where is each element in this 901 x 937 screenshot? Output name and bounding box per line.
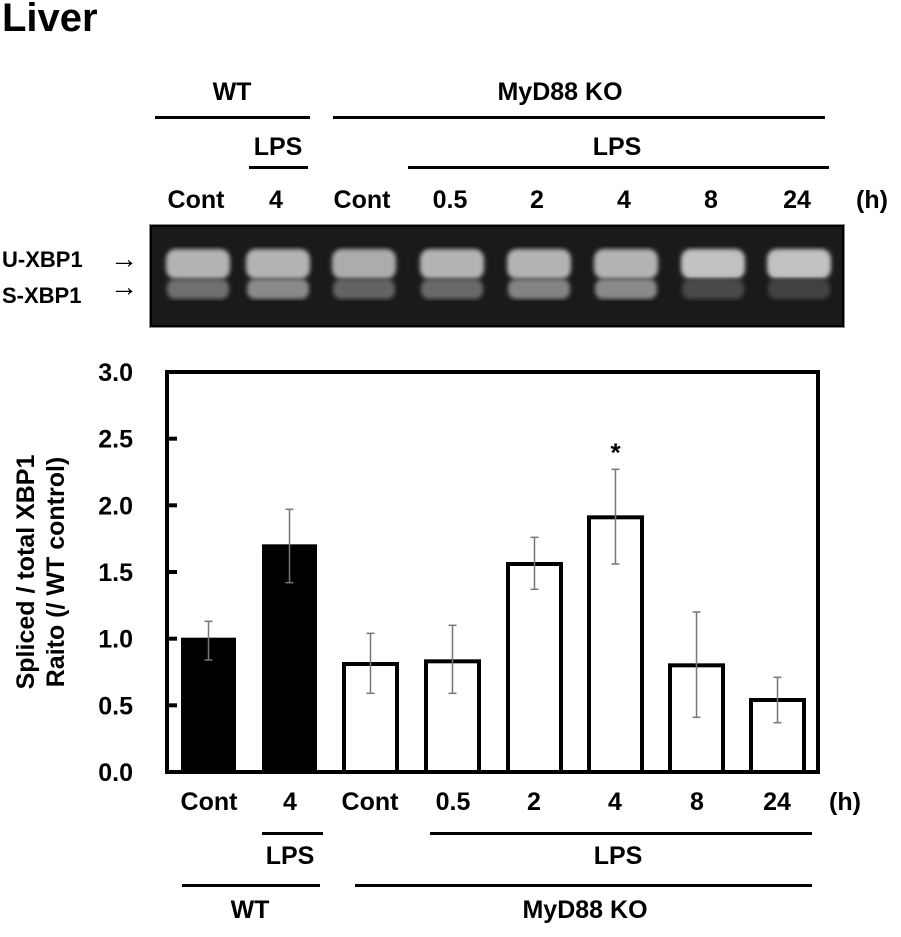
bottom-group-wt-label: WT — [230, 896, 270, 924]
gel-lane — [246, 249, 310, 299]
s-xbp1-arrow-icon: → — [110, 271, 138, 302]
bottom-lane-label: 0.5 — [435, 788, 471, 816]
s-xbp1-band — [421, 279, 483, 299]
top-lps-ko-label: LPS — [592, 133, 642, 161]
top-group-ko-line — [333, 116, 825, 119]
u-xbp1-band — [420, 249, 484, 279]
bottom-lane-label: 2 — [527, 788, 541, 816]
bar-chart: Spliced / total XBP1 Raito (/ WT control)… — [12, 359, 820, 787]
bottom-lane-label: 8 — [690, 788, 704, 816]
gel-lane — [332, 249, 396, 299]
gel-bands — [166, 249, 831, 299]
bar — [506, 562, 563, 774]
figure-title: Liver — [2, 0, 98, 40]
bottom-lane-label: Cont — [180, 788, 238, 816]
top-group-wt-line — [155, 116, 310, 119]
significance-asterisk: * — [610, 437, 621, 467]
top-lane-label: 4 — [269, 186, 283, 214]
y-tick-label: 3.0 — [98, 359, 133, 387]
bottom-lps-wt-label: LPS — [265, 842, 315, 870]
s-xbp1-band — [333, 279, 395, 299]
y-tick-label: 1.5 — [98, 559, 133, 587]
bottom-lane-label: Cont — [341, 788, 399, 816]
u-xbp1-band — [767, 249, 831, 279]
bar — [181, 637, 236, 774]
s-xbp1-band — [682, 279, 744, 299]
s-xbp1-band — [247, 279, 309, 299]
s-xbp1-band — [167, 279, 229, 299]
gel-lane — [594, 249, 658, 299]
bottom-lane-label: 4 — [608, 788, 622, 816]
bottom-group-ko-label: MyD88 KO — [522, 896, 648, 924]
y-tick-label: 0.0 — [98, 759, 133, 787]
bottom-unit-label: (h) — [829, 788, 861, 816]
top-lps-wt-line — [249, 166, 308, 169]
u-xbp1-band — [246, 249, 310, 279]
bars: * — [181, 437, 806, 774]
y-axis-label-line: Spliced / total XBP1 — [12, 455, 40, 690]
top-group-ko-label: MyD88 KO — [497, 78, 623, 106]
bottom-group-ko-line — [355, 884, 812, 887]
u-xbp1-band — [594, 249, 658, 279]
u-xbp1-label: U-XBP1 — [2, 247, 83, 272]
top-lane-label: 0.5 — [432, 186, 468, 214]
bottom-lane-label: 4 — [283, 788, 297, 816]
top-lane-label: 2 — [530, 186, 544, 214]
gel-lane — [681, 249, 745, 299]
s-xbp1-label: S-XBP1 — [2, 283, 82, 308]
y-tick-label: 2.0 — [98, 492, 133, 520]
bottom-lane-label: 24 — [763, 788, 791, 816]
u-xbp1-band — [166, 249, 230, 279]
bottom-group-wt-line — [182, 884, 320, 887]
top-group-wt-label: WT — [212, 78, 252, 106]
top-lane-label: 4 — [617, 186, 631, 214]
bottom-lps-ko-label: LPS — [593, 842, 643, 870]
s-xbp1-band — [768, 279, 830, 299]
gel-lane — [507, 249, 571, 299]
bottom-lps-ko-line — [430, 832, 812, 835]
u-xbp1-arrow-icon: → — [110, 243, 138, 274]
s-xbp1-band — [595, 279, 657, 299]
y-tick-label: 1.0 — [98, 626, 133, 654]
u-xbp1-band — [507, 249, 571, 279]
y-axis-label-line: Raito (/ WT control) — [42, 457, 70, 688]
top-lane-label: Cont — [333, 186, 391, 214]
gel-lane — [767, 249, 831, 299]
s-xbp1-band — [508, 279, 570, 299]
u-xbp1-band — [332, 249, 396, 279]
top-lane-label: 24 — [783, 186, 811, 214]
top-lps-wt-label: LPS — [253, 133, 303, 161]
top-lane-label: Cont — [167, 186, 225, 214]
u-xbp1-band — [681, 249, 745, 279]
plot-frame — [165, 370, 820, 774]
gel-image — [150, 225, 844, 327]
bottom-lps-wt-line — [262, 832, 323, 835]
gel-lane — [420, 249, 484, 299]
top-lps-ko-line — [408, 166, 829, 169]
y-tick-label: 2.5 — [98, 426, 133, 454]
y-axis-label: Spliced / total XBP1 Raito (/ WT control) — [12, 455, 70, 690]
top-unit-label: (h) — [856, 186, 888, 214]
top-lane-label: 8 — [704, 186, 718, 214]
y-tick-label: 0.5 — [98, 692, 133, 720]
gel-lane — [166, 249, 230, 299]
